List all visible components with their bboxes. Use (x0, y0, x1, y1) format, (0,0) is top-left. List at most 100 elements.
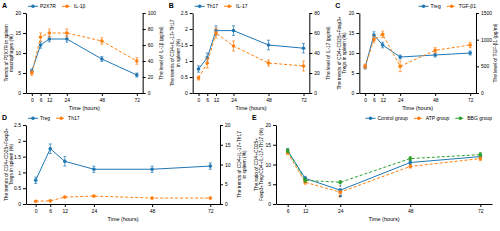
line (288, 153, 481, 193)
tick: 500 (476, 63, 490, 69)
tick-label: 12 (47, 97, 53, 103)
y2-axis-title: The level of IL-17 (pg/ml) (326, 26, 331, 80)
point (381, 33, 385, 37)
tick: 6 (40, 93, 43, 103)
point (150, 196, 154, 200)
error-bar (100, 57, 103, 62)
tick: 1.5 (14, 154, 26, 160)
point (63, 195, 67, 199)
tick-label: 12 (63, 208, 69, 214)
panel-title: C (335, 2, 340, 9)
tick-mark (102, 93, 103, 96)
chart-svg: 061224487205101520020406080100ATime (hou… (0, 0, 500, 231)
x-axis-title: Time (hours) (69, 105, 100, 111)
axis-line (276, 126, 277, 205)
error-bar (286, 149, 289, 153)
error-bar (48, 29, 51, 37)
tick-label: 20 (148, 74, 154, 80)
chart-container: 061224487205101520020406080100ATime (hou… (0, 0, 500, 231)
tick-mark (23, 73, 26, 74)
tick-mark (305, 204, 306, 207)
tick-label: 0 (18, 201, 21, 207)
x-axis: 0612244872 (360, 93, 477, 103)
annotation: # (339, 193, 343, 199)
y-axis: 05101520 (349, 10, 360, 96)
tick: 48 (408, 204, 414, 214)
tick-mark (480, 204, 481, 207)
tick-mark (94, 204, 95, 207)
tick: 0 (31, 93, 34, 103)
tick: 48 (433, 93, 439, 103)
tick: 12 (380, 93, 386, 103)
tick: 1 (185, 58, 193, 64)
tick-mark (190, 93, 193, 94)
tick: 15 (15, 30, 26, 36)
tick: 6 (49, 204, 52, 214)
tick: 72 (135, 93, 141, 103)
point (48, 147, 52, 151)
tick: 24 (338, 204, 344, 214)
tick-mark (220, 204, 223, 205)
point (232, 44, 236, 48)
error-bar (302, 61, 305, 71)
axis-line (27, 204, 221, 205)
tick-label: 0 (18, 90, 21, 96)
tick: 72 (478, 204, 484, 214)
tick: 12 (214, 93, 220, 103)
error-bar (304, 178, 307, 182)
line (36, 196, 211, 201)
tick-mark (210, 204, 211, 207)
tick-label: 6 (40, 97, 43, 103)
legend-label: ATP group (426, 115, 450, 121)
point (63, 160, 67, 164)
tick-mark (383, 93, 384, 96)
error-bar (197, 76, 200, 80)
tick-mark (220, 165, 223, 166)
point (433, 49, 437, 53)
tick-mark (476, 66, 479, 67)
tick: 0 (18, 201, 26, 207)
tick-mark (23, 141, 26, 142)
tick-label: 0 (148, 90, 151, 96)
tick-mark (23, 53, 26, 54)
point (135, 73, 139, 77)
tick-label: 2.5 (14, 122, 21, 128)
tick-mark (143, 61, 146, 62)
point (100, 39, 104, 43)
tick-label: 72 (135, 97, 141, 103)
y2-axis: 050010001500 (476, 10, 492, 96)
tick: 0 (309, 90, 317, 96)
tick: 0.5 (181, 74, 193, 80)
error-bar (372, 36, 375, 42)
error-bar (232, 41, 235, 51)
point (214, 31, 218, 35)
tick-mark (269, 93, 270, 96)
y-axis: 05101520 (15, 10, 26, 96)
tick-mark (67, 93, 68, 96)
point (197, 76, 201, 80)
tick: 60 (143, 42, 154, 48)
tick-mark (190, 29, 193, 30)
tick-mark (309, 33, 312, 34)
line (365, 35, 470, 67)
point (209, 196, 213, 200)
error-bar (267, 60, 270, 66)
point (398, 55, 402, 59)
axis-line (193, 93, 310, 94)
tick-label: 5 (352, 70, 355, 76)
x-axis: 0612244872 (27, 204, 221, 214)
tick-label: 0.5 (181, 74, 188, 80)
tick-mark (220, 125, 223, 126)
tick-label: 6 (287, 208, 290, 214)
point (135, 59, 139, 63)
tick: 15 (265, 142, 276, 148)
tick-label: 6 (49, 208, 52, 214)
tick-label: 20 (15, 10, 21, 16)
tick: 40 (143, 58, 154, 64)
point (302, 64, 306, 68)
x-axis-title: Time (hours) (108, 216, 139, 222)
point (408, 161, 412, 165)
tick-label: 5 (268, 181, 271, 187)
line (32, 39, 137, 75)
tick: 15 (220, 142, 231, 148)
